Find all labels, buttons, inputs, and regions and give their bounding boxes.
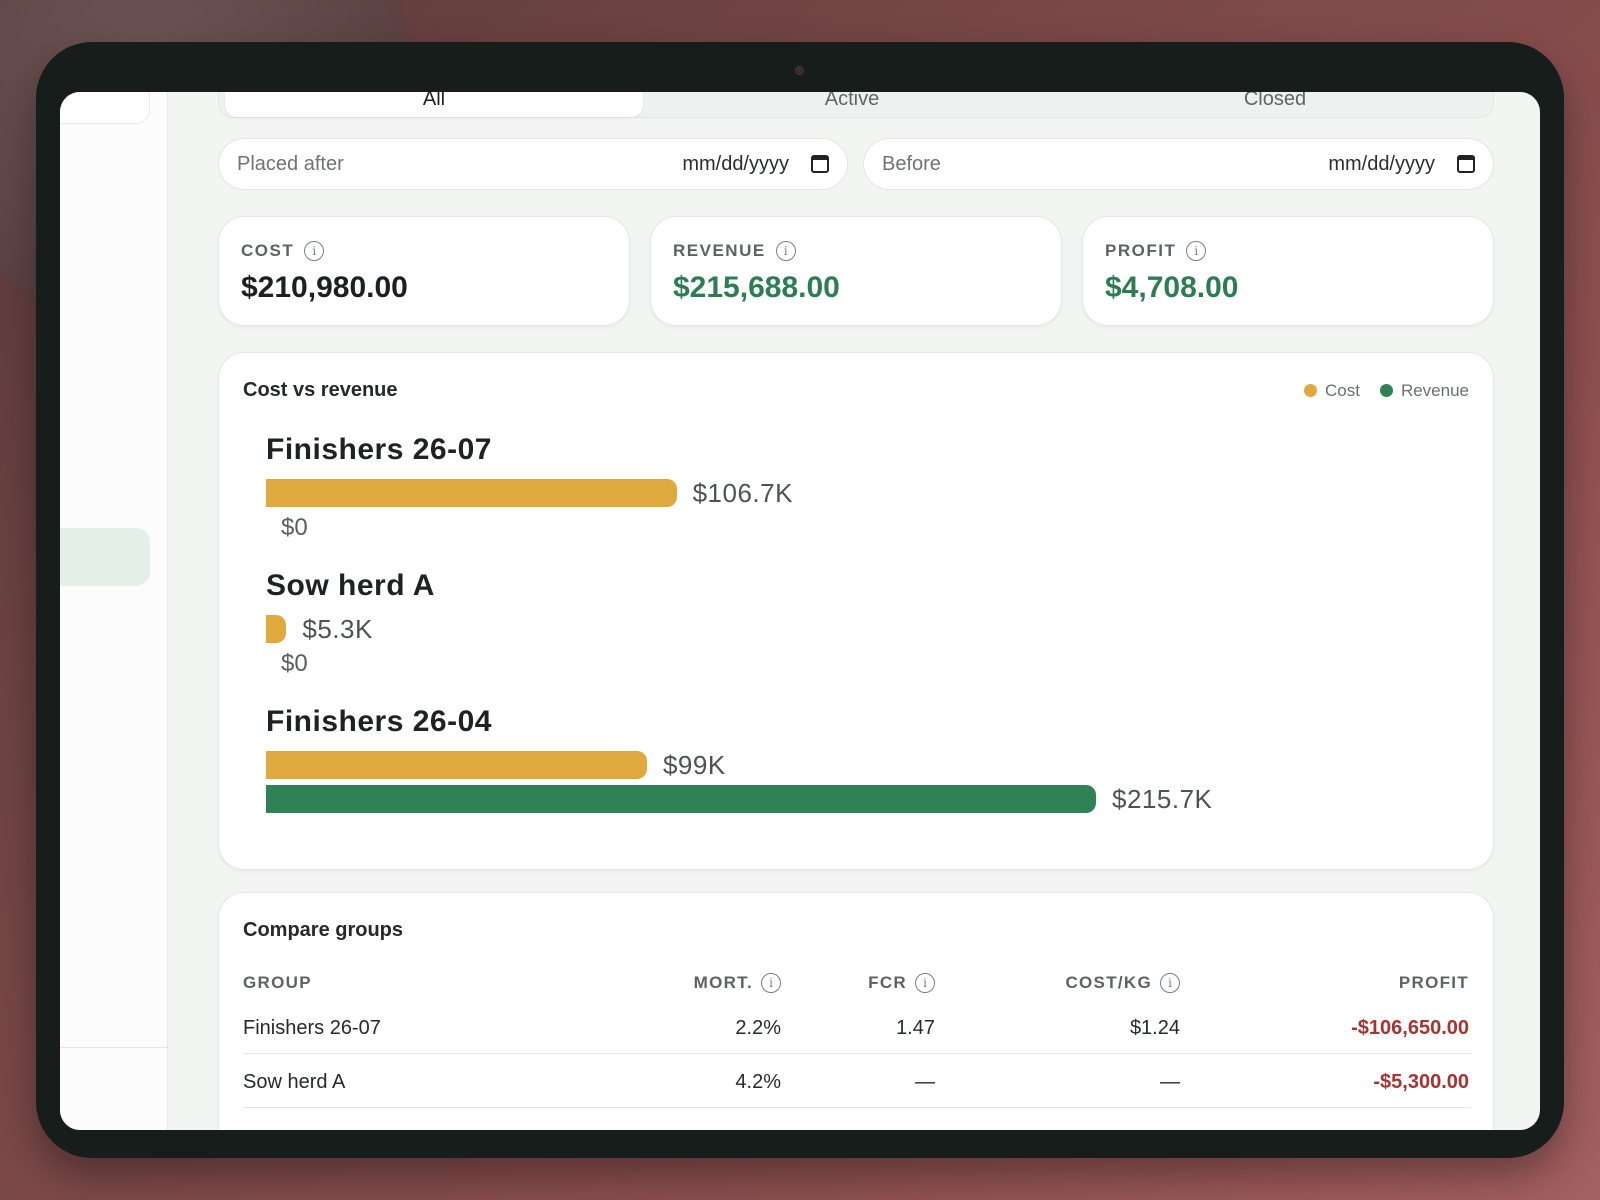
- tablet-frame: All Active Closed Placed after mm/dd/yyy…: [36, 42, 1564, 1158]
- compare-title: Compare groups: [243, 919, 404, 941]
- row2-costkg: —: [1160, 1071, 1180, 1093]
- sidebar-top-item[interactable]: [60, 92, 150, 124]
- placed-after-value[interactable]: mm/dd/yyyy: [682, 152, 789, 175]
- row1-group[interactable]: Finishers 26-07: [243, 1017, 381, 1039]
- profit-value: $4,708.00: [1105, 271, 1239, 304]
- row-divider: [243, 1107, 1471, 1108]
- tab-bar: All Active Closed: [218, 92, 1494, 118]
- col-fcr: FCR i: [868, 973, 935, 993]
- before-field[interactable]: Before mm/dd/yyyy: [863, 138, 1494, 190]
- col-profit: PROFIT: [1399, 973, 1469, 993]
- profit-label-row: PROFIT i: [1105, 241, 1471, 261]
- info-icon[interactable]: i: [1186, 241, 1207, 261]
- before-value[interactable]: mm/dd/yyyy: [1328, 152, 1435, 175]
- col-group-label: GROUP: [243, 973, 312, 992]
- info-icon[interactable]: i: [915, 973, 935, 993]
- row2-profit: -$5,300.00: [1373, 1071, 1469, 1093]
- profit-card: PROFIT i $4,708.00: [1082, 216, 1494, 326]
- tab-active[interactable]: Active: [824, 92, 880, 110]
- row2-fcr: —: [915, 1071, 935, 1093]
- profit-label: PROFIT: [1105, 241, 1177, 260]
- cost-value: $210,980.00: [241, 271, 408, 304]
- info-icon[interactable]: i: [761, 973, 781, 993]
- sidebar: [60, 92, 168, 1130]
- cost-bar-label: $99K: [662, 750, 726, 780]
- revenue-bar-label: $0: [281, 650, 308, 677]
- chart-legend: Cost Revenue: [1303, 381, 1469, 401]
- placed-after-label: Placed after: [237, 152, 344, 175]
- row1-fcr: 1.47: [896, 1017, 935, 1039]
- revenue-bar-label: $215.7K: [1112, 784, 1213, 814]
- calendar-icon[interactable]: [1457, 155, 1475, 173]
- legend-cost-label: Cost: [1324, 381, 1360, 400]
- chart-title: Cost vs revenue: [243, 379, 398, 401]
- revenue-label-row: REVENUE i: [673, 241, 1039, 261]
- legend-revenue: Revenue: [1379, 381, 1469, 401]
- col-profit-label: PROFIT: [1398, 973, 1469, 992]
- placed-after-field[interactable]: Placed after mm/dd/yyyy: [218, 138, 848, 190]
- compare-groups-card: Compare groups GROUP MORT. i FCR i COST/KG…: [218, 892, 1494, 1130]
- legend-cost: Cost: [1303, 381, 1360, 401]
- cost-label-row: COST i: [241, 241, 607, 261]
- screen: All Active Closed Placed after mm/dd/yyy…: [60, 92, 1540, 1130]
- row1-mort: 2.2%: [735, 1017, 781, 1039]
- cost-vs-revenue-card: Cost vs revenue Cost Revenue Finishers 2…: [218, 352, 1494, 870]
- calendar-icon[interactable]: [811, 155, 829, 173]
- camera: [795, 66, 804, 75]
- revenue-value: $215,688.00: [673, 271, 840, 304]
- row2-mort: 4.2%: [735, 1071, 781, 1093]
- cost-bar-label: $5.3K: [302, 614, 373, 644]
- chart-group-label: Finishers 26-07: [266, 433, 492, 466]
- chart-group-label: Sow herd A: [266, 569, 435, 602]
- col-group: GROUP: [243, 973, 312, 993]
- sidebar-divider: [60, 1047, 168, 1048]
- sidebar-active-item[interactable]: [60, 528, 150, 586]
- legend-revenue-label: Revenue: [1400, 381, 1469, 400]
- revenue-bar[interactable]: [266, 785, 1096, 813]
- cost-card: COST i $210,980.00: [218, 216, 630, 326]
- info-icon[interactable]: i: [775, 241, 796, 261]
- legend-cost-dot: [1303, 384, 1317, 397]
- cost-bar[interactable]: [266, 479, 677, 507]
- legend-revenue-dot: [1379, 384, 1393, 397]
- cost-bar[interactable]: [266, 615, 287, 643]
- col-costkg-label: COST/KG: [1065, 973, 1152, 992]
- cost-bar[interactable]: [266, 751, 647, 779]
- revenue-bar-label: $0: [281, 514, 308, 541]
- row-divider: [243, 1053, 1471, 1054]
- before-label: Before: [882, 152, 941, 175]
- row1-costkg: $1.24: [1129, 1017, 1180, 1039]
- col-fcr-label: FCR: [868, 973, 907, 992]
- row2-group[interactable]: Sow herd A: [243, 1071, 346, 1093]
- col-mort: MORT. i: [694, 973, 781, 993]
- row1-profit: -$106,650.00: [1351, 1017, 1469, 1039]
- cost-label: COST: [241, 241, 295, 260]
- revenue-label: REVENUE: [673, 241, 766, 260]
- cost-bar-label: $106.7K: [692, 478, 793, 508]
- chart-group-label: Finishers 26-04: [266, 705, 492, 738]
- col-mort-label: MORT.: [693, 973, 753, 992]
- col-costkg: COST/KG i: [1065, 973, 1180, 993]
- info-icon[interactable]: i: [1160, 973, 1180, 993]
- info-icon[interactable]: i: [304, 241, 325, 261]
- revenue-card: REVENUE i $215,688.00: [650, 216, 1062, 326]
- tab-closed[interactable]: Closed: [1243, 92, 1307, 110]
- tab-all[interactable]: All: [225, 92, 643, 117]
